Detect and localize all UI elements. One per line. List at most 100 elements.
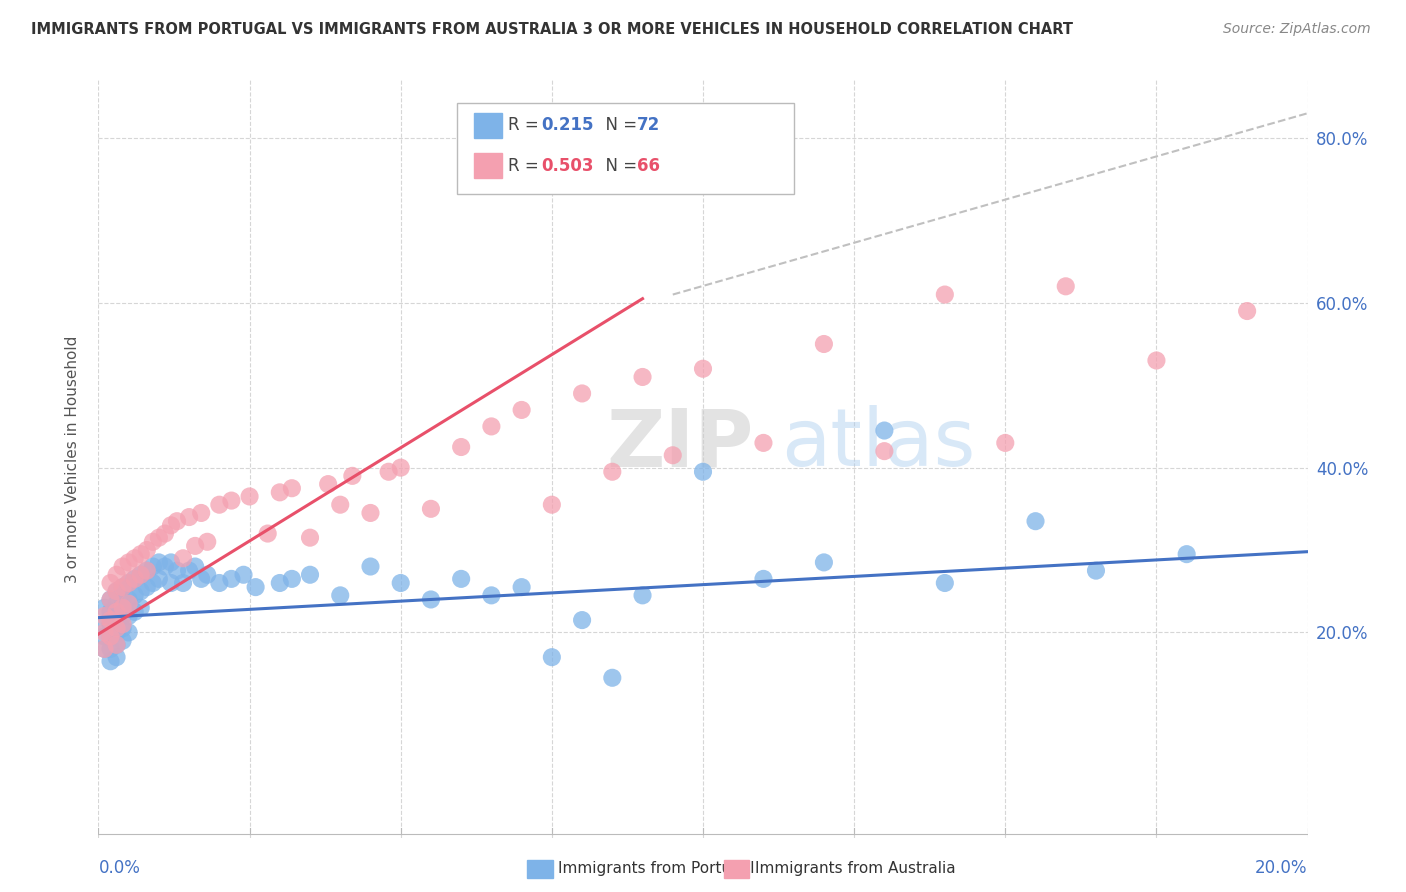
Point — [1024, 514, 1046, 528]
Point — [195, 534, 218, 549]
Text: R =: R = — [508, 157, 544, 175]
Point — [93, 600, 115, 615]
Text: ZIP: ZIP — [606, 405, 754, 483]
Point — [118, 576, 141, 591]
Point — [540, 650, 562, 665]
Point — [166, 514, 188, 528]
Point — [142, 559, 165, 574]
Text: N =: N = — [595, 116, 643, 134]
Point — [420, 592, 443, 607]
Point — [994, 436, 1017, 450]
Point — [190, 506, 212, 520]
Point — [93, 617, 115, 632]
Point — [111, 580, 134, 594]
Text: 72: 72 — [637, 116, 661, 134]
Text: IMMIGRANTS FROM PORTUGAL VS IMMIGRANTS FROM AUSTRALIA 3 OR MORE VEHICLES IN HOUS: IMMIGRANTS FROM PORTUGAL VS IMMIGRANTS F… — [31, 22, 1073, 37]
Point — [105, 638, 128, 652]
Point — [631, 370, 654, 384]
Point — [269, 576, 291, 591]
Point — [111, 600, 134, 615]
Point — [1236, 304, 1258, 318]
Point — [179, 510, 201, 524]
Point — [124, 605, 146, 619]
Point — [105, 597, 128, 611]
Point — [281, 572, 304, 586]
Point — [111, 633, 134, 648]
Point — [100, 630, 122, 644]
Point — [93, 609, 115, 624]
Text: 20.0%: 20.0% — [1256, 859, 1308, 877]
Point — [100, 617, 122, 632]
Point — [752, 572, 775, 586]
Text: 66: 66 — [637, 157, 659, 175]
Point — [105, 584, 128, 599]
Point — [118, 625, 141, 640]
Point — [873, 444, 896, 458]
Point — [111, 592, 134, 607]
Point — [661, 448, 683, 462]
Point — [934, 576, 956, 591]
Point — [124, 572, 146, 586]
Point — [360, 559, 382, 574]
Point — [105, 605, 128, 619]
Point — [195, 567, 218, 582]
Point — [160, 576, 183, 591]
Point — [172, 551, 194, 566]
Point — [450, 440, 472, 454]
Point — [510, 403, 533, 417]
Point — [184, 539, 207, 553]
Point — [148, 531, 170, 545]
Point — [571, 386, 593, 401]
Point — [124, 551, 146, 566]
Point — [100, 642, 122, 657]
Point — [100, 654, 122, 668]
Point — [153, 559, 176, 574]
Point — [873, 424, 896, 438]
Point — [129, 567, 152, 582]
Point — [481, 588, 503, 602]
Point — [129, 567, 152, 582]
Point — [208, 498, 231, 512]
Point — [540, 498, 562, 512]
Point — [299, 567, 322, 582]
Point — [299, 531, 322, 545]
Point — [221, 572, 243, 586]
Point — [100, 613, 122, 627]
Point — [93, 642, 115, 657]
Text: 0.503: 0.503 — [541, 157, 593, 175]
Point — [129, 584, 152, 599]
Point — [571, 613, 593, 627]
Text: Immigrants from Australia: Immigrants from Australia — [755, 862, 956, 876]
Point — [153, 526, 176, 541]
Point — [389, 460, 412, 475]
Point — [813, 555, 835, 569]
Point — [389, 576, 412, 591]
Text: 0.215: 0.215 — [541, 116, 593, 134]
Point — [105, 584, 128, 599]
Point — [93, 642, 115, 657]
Point — [377, 465, 399, 479]
Point — [135, 564, 157, 578]
Point — [105, 625, 128, 640]
Point — [100, 592, 122, 607]
Point — [934, 287, 956, 301]
Point — [481, 419, 503, 434]
Point — [105, 650, 128, 665]
Text: R =: R = — [508, 116, 544, 134]
Point — [160, 518, 183, 533]
Point — [105, 638, 128, 652]
Point — [329, 498, 352, 512]
Point — [692, 361, 714, 376]
Point — [1085, 564, 1108, 578]
Point — [111, 617, 134, 632]
Text: atlas: atlas — [782, 405, 976, 483]
Point — [329, 588, 352, 602]
Point — [118, 592, 141, 607]
Point — [105, 609, 128, 624]
Point — [602, 671, 624, 685]
Point — [142, 576, 165, 591]
Point — [100, 630, 122, 644]
Point — [118, 597, 141, 611]
Point — [118, 576, 141, 591]
Point — [172, 576, 194, 591]
